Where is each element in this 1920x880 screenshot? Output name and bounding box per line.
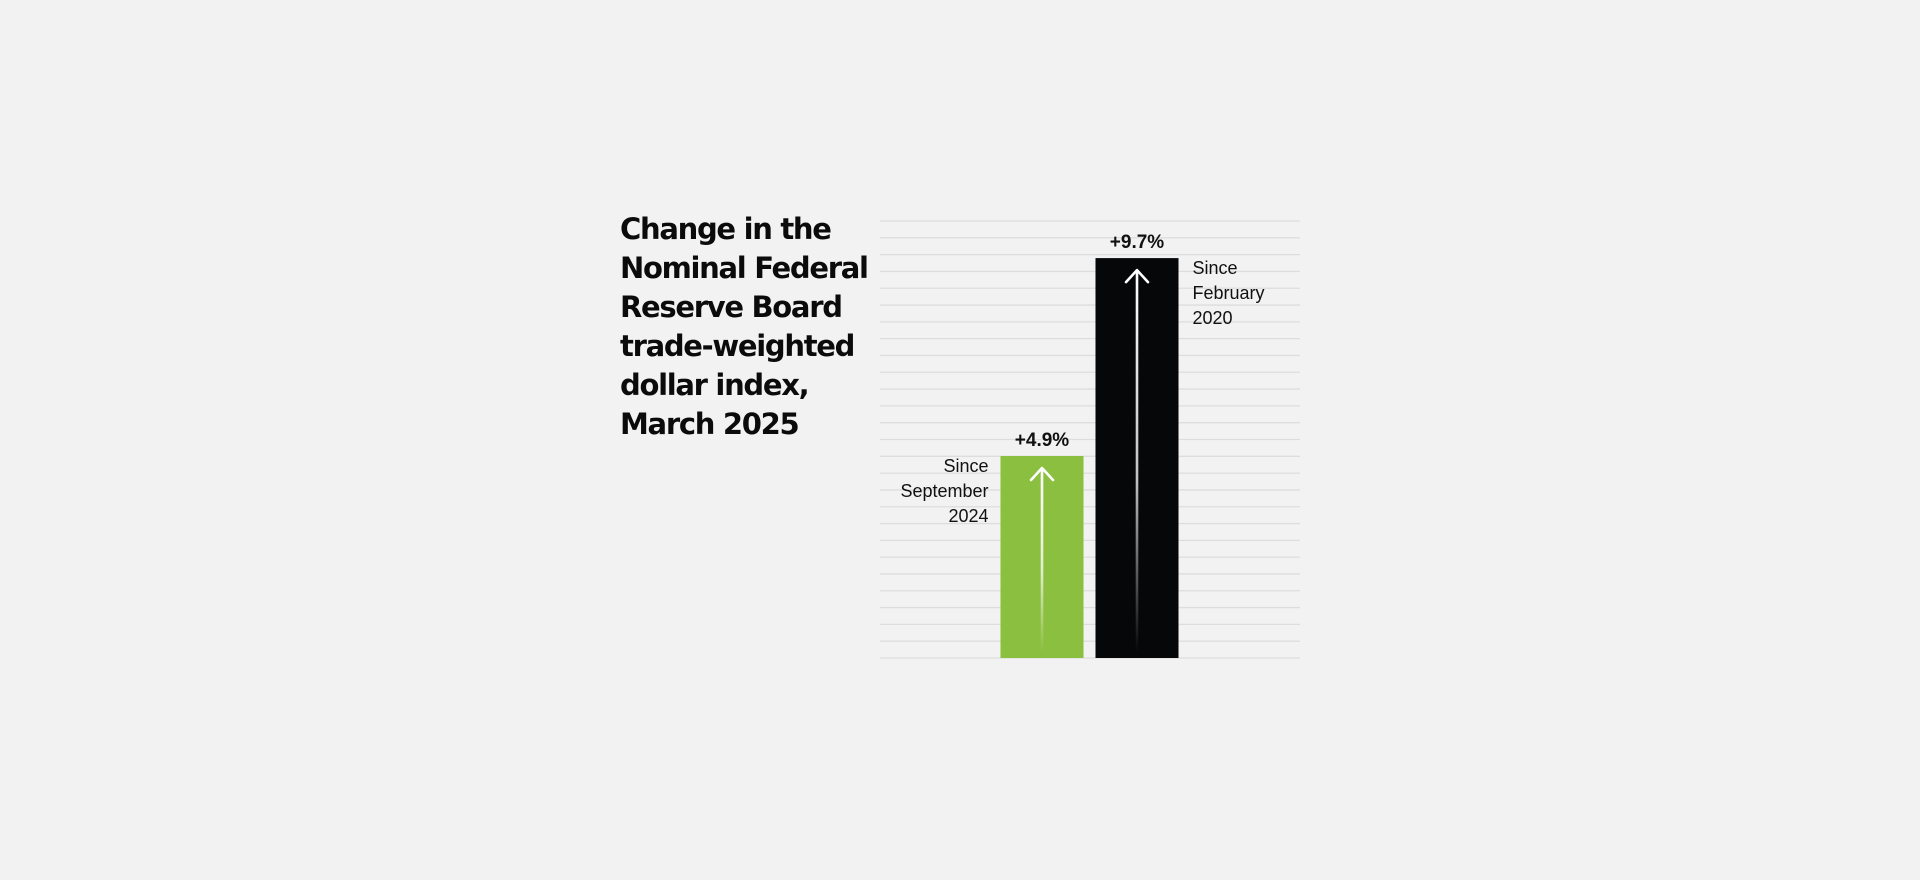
chart-title-line: Nominal Federal [620, 251, 869, 285]
value-label: +9.7% [1110, 232, 1165, 253]
chart-title: Change in the Nominal Federal Reserve Bo… [620, 210, 869, 444]
up-arrow-icon [1124, 268, 1150, 652]
chart-title-line: March 2025 [620, 407, 800, 441]
chart-title-line: Change in the [620, 212, 832, 246]
category-label: Since September 2024 [900, 456, 988, 526]
value-label: +4.9% [1015, 430, 1070, 451]
chart-title-line: trade-weighted [620, 329, 855, 363]
up-arrow-icon [1029, 466, 1055, 652]
chart-title-line: Reserve Board [620, 290, 843, 324]
chart-title-line: dollar index, [620, 368, 810, 402]
category-label: Since February 2020 [1193, 258, 1265, 328]
